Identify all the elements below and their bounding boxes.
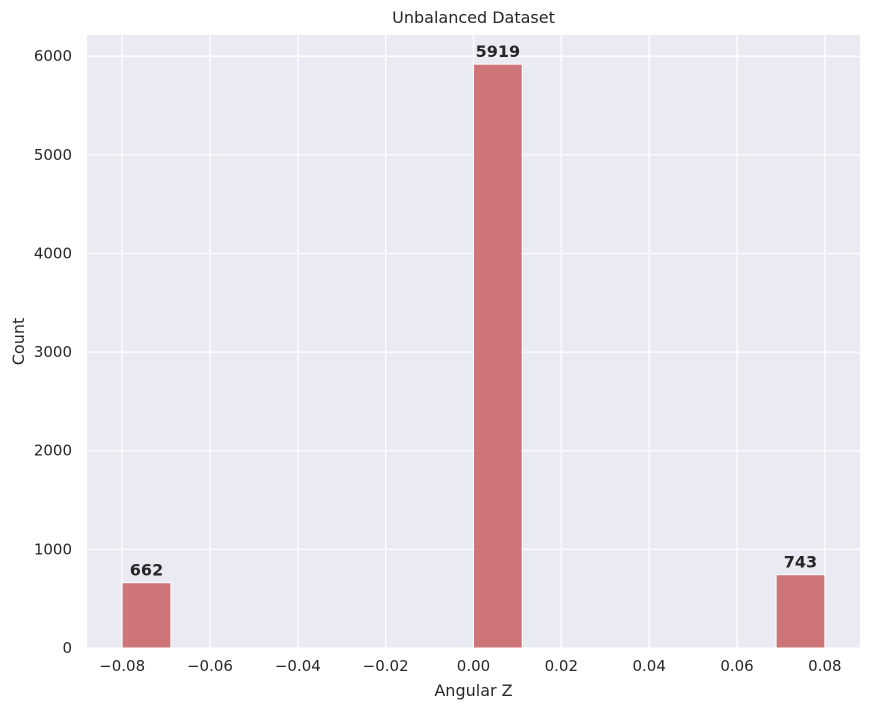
x-tick-label: −0.08 <box>99 657 145 675</box>
x-tick-label: 0.04 <box>632 657 665 675</box>
y-tick-label: 0 <box>62 639 72 657</box>
x-tick-label: −0.06 <box>187 657 233 675</box>
x-tick-label: −0.02 <box>363 657 409 675</box>
x-axis-label: Angular Z <box>434 681 512 700</box>
bars <box>121 63 826 649</box>
histogram-bar <box>775 574 826 649</box>
chart-title: Unbalanced Dataset <box>392 8 555 27</box>
bar-value-label: 662 <box>130 561 163 580</box>
bar-value-label: 743 <box>784 553 817 572</box>
y-tick-label: 6000 <box>34 47 72 65</box>
y-tick-label: 4000 <box>34 244 72 262</box>
y-tick-label: 5000 <box>34 146 72 164</box>
x-tick-label: 0.00 <box>457 657 490 675</box>
histogram-bar <box>473 63 523 649</box>
y-tick-labels: 0 1000 2000 3000 4000 5000 6000 <box>34 47 72 657</box>
bar-labels: 662 5919 743 <box>130 42 817 580</box>
bar-value-label: 5919 <box>476 42 521 61</box>
x-tick-label: 0.08 <box>808 657 841 675</box>
y-tick-label: 1000 <box>34 540 72 558</box>
x-tick-label: −0.04 <box>275 657 321 675</box>
x-tick-labels: −0.08 −0.06 −0.04 −0.02 0.00 0.02 0.04 0.06 0.08 <box>99 657 841 675</box>
histogram-bar <box>121 582 172 649</box>
y-tick-label: 2000 <box>34 442 72 460</box>
x-tick-label: 0.06 <box>720 657 753 675</box>
y-axis-label: Count <box>9 318 28 366</box>
x-tick-label: 0.02 <box>545 657 578 675</box>
y-tick-label: 3000 <box>34 343 72 361</box>
